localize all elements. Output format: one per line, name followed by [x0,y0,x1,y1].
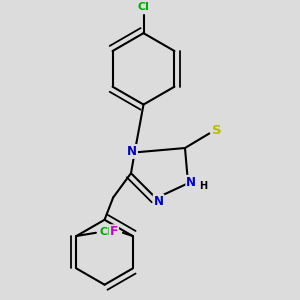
Text: N: N [186,176,196,189]
Text: F: F [110,225,118,238]
Text: Cl: Cl [138,2,149,12]
Text: Cl: Cl [99,227,111,237]
Text: N: N [154,195,164,208]
Text: N: N [127,145,137,158]
Text: H: H [200,181,208,191]
Text: S: S [212,124,221,137]
